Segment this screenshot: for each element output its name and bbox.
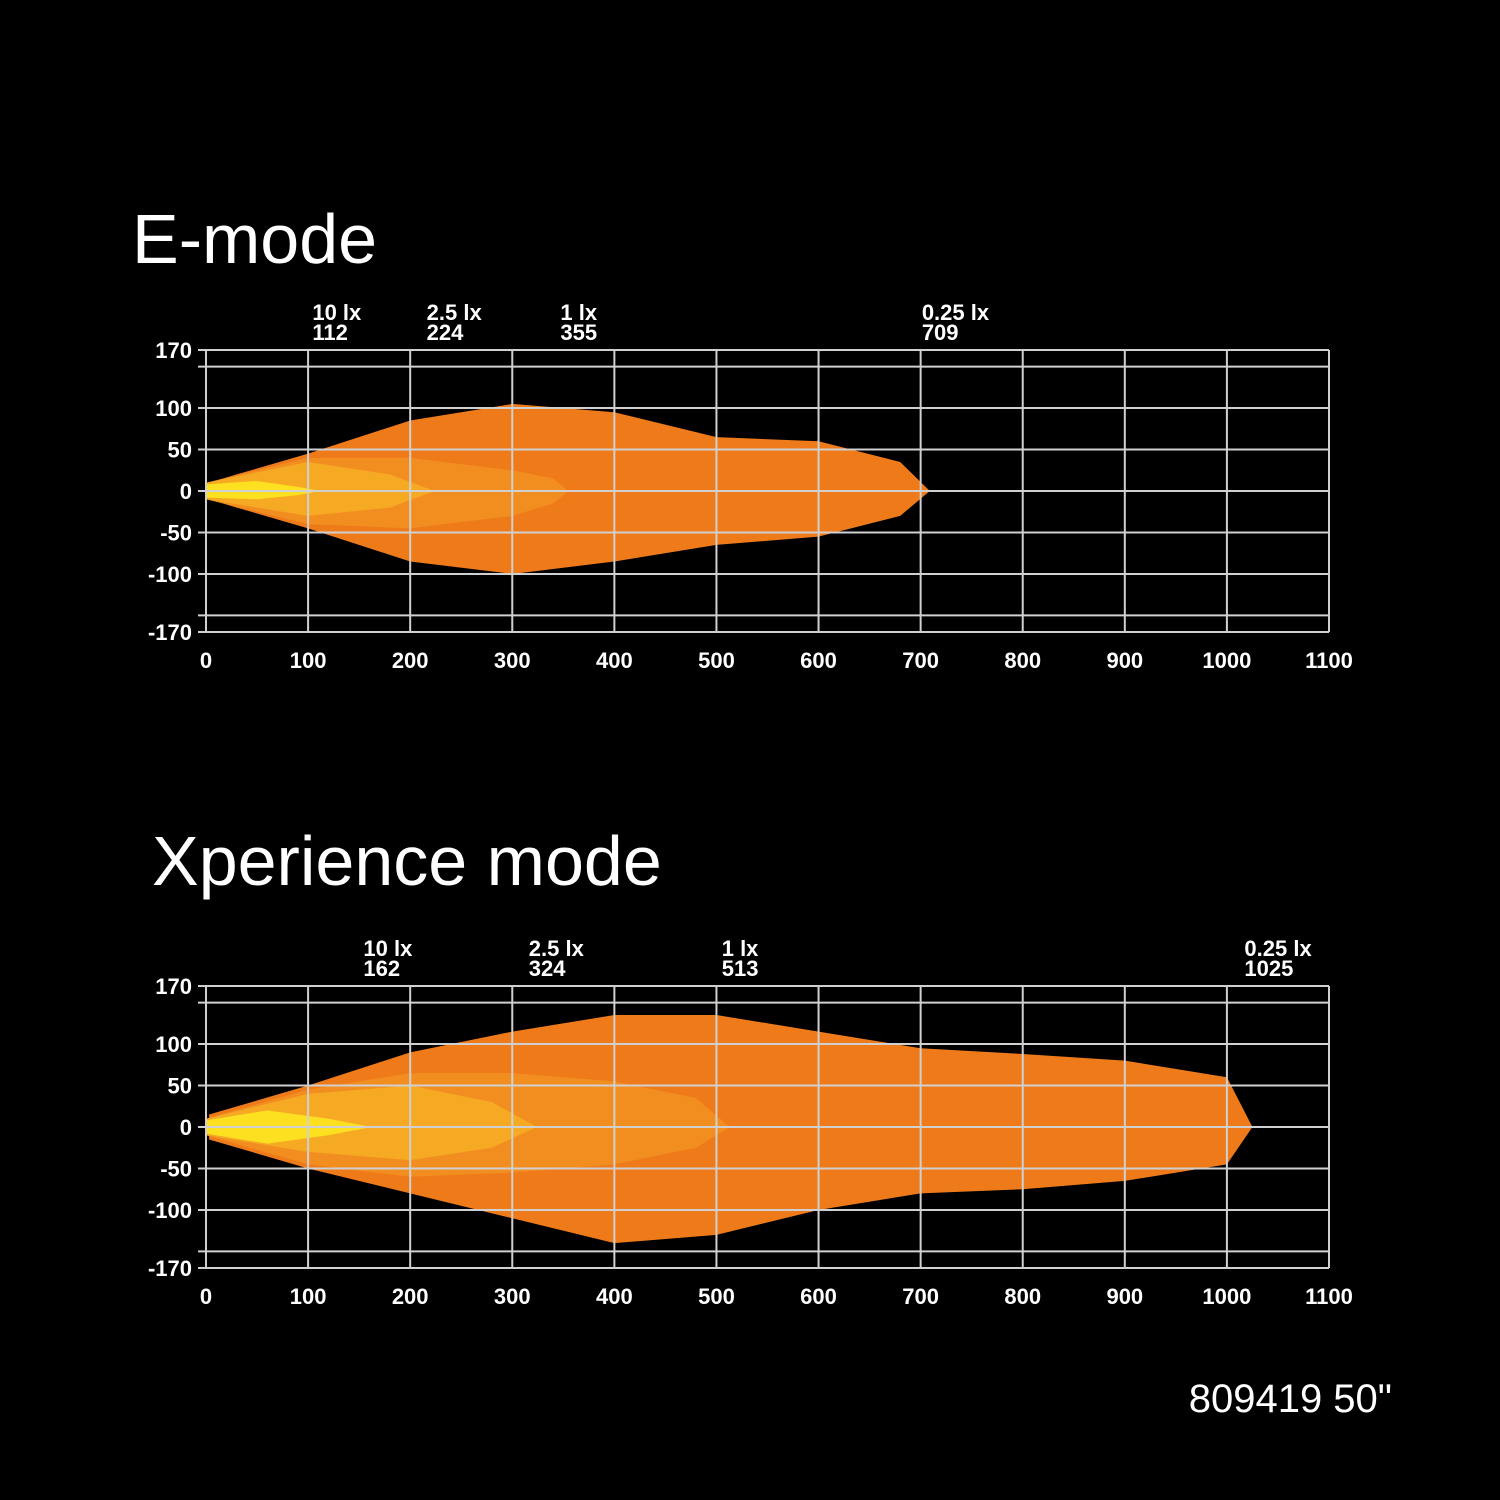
y-tick-label: 0 (180, 1115, 192, 1140)
chart-title: E-mode (132, 200, 377, 278)
y-tick-label: -50 (160, 1156, 192, 1181)
x-tick-label: 500 (698, 648, 735, 673)
x-tick-label: 0 (200, 648, 212, 673)
x-tick-label: 800 (1004, 1284, 1041, 1309)
zone-label: 10 lx (312, 300, 362, 325)
isolux-zone (209, 1015, 1253, 1244)
y-tick-label: 100 (155, 396, 192, 421)
zone-reach: 709 (922, 320, 959, 345)
x-tick-label: 100 (290, 1284, 327, 1309)
x-tick-label: 1000 (1202, 1284, 1251, 1309)
x-tick-label: 100 (290, 648, 327, 673)
x-tick-label: 900 (1106, 648, 1143, 673)
y-tick-label: 50 (168, 1074, 192, 1099)
zone-reach: 112 (312, 320, 348, 345)
zone-label: 0.25 lx (1244, 936, 1312, 961)
x-tick-label: 500 (698, 1284, 735, 1309)
y-tick-label: 100 (155, 1032, 192, 1057)
y-tick-label: 0 (180, 479, 192, 504)
y-tick-label: -170 (148, 1256, 192, 1281)
chart-title: Xperience mode (152, 822, 662, 900)
plot (206, 1015, 1253, 1244)
zone-label: 2.5 lx (427, 300, 483, 325)
x-tick-label: 1000 (1202, 648, 1251, 673)
x-tick-label: 300 (494, 648, 531, 673)
zone-label: 1 lx (722, 936, 759, 961)
y-tick-label: -100 (148, 562, 192, 587)
isolux-zone (209, 403, 930, 574)
x-tick-label: 400 (596, 1284, 633, 1309)
y-tick-label: -100 (148, 1198, 192, 1223)
x-tick-label: 1100 (1305, 1284, 1353, 1309)
y-tick-label: -50 (160, 520, 192, 545)
zone-reach: 162 (363, 956, 400, 981)
isolux-zone (206, 461, 435, 516)
zone-reach: 1025 (1244, 956, 1293, 981)
y-tick-label: 170 (155, 974, 192, 999)
x-tick-label: 200 (392, 1284, 429, 1309)
zone-label: 2.5 lx (529, 936, 585, 961)
x-tick-label: 300 (494, 1284, 531, 1309)
zone-reach: 224 (427, 320, 464, 345)
x-tick-label: 700 (902, 1284, 939, 1309)
zone-label: 1 lx (560, 300, 597, 325)
x-tick-label: 900 (1106, 1284, 1143, 1309)
x-tick-label: 600 (800, 648, 837, 673)
zone-label: 0.25 lx (922, 300, 990, 325)
footer: 809419 50" (1189, 1377, 1392, 1421)
x-tick-label: 200 (392, 648, 429, 673)
zone-reach: 324 (529, 956, 566, 981)
x-tick-label: 800 (1004, 648, 1041, 673)
zone-label: 10 lx (363, 936, 413, 961)
y-tick-label: 50 (168, 438, 192, 463)
x-tick-label: 700 (902, 648, 939, 673)
x-tick-label: 600 (800, 1284, 837, 1309)
isolux-zone (206, 1085, 537, 1161)
y-tick-label: -170 (148, 620, 192, 645)
plot (206, 403, 930, 574)
x-tick-label: 1100 (1305, 648, 1353, 673)
zone-reach: 355 (560, 320, 597, 345)
y-tick-label: 170 (155, 338, 192, 363)
x-tick-label: 400 (596, 648, 633, 673)
zone-reach: 513 (722, 956, 759, 981)
x-tick-label: 0 (200, 1284, 212, 1309)
